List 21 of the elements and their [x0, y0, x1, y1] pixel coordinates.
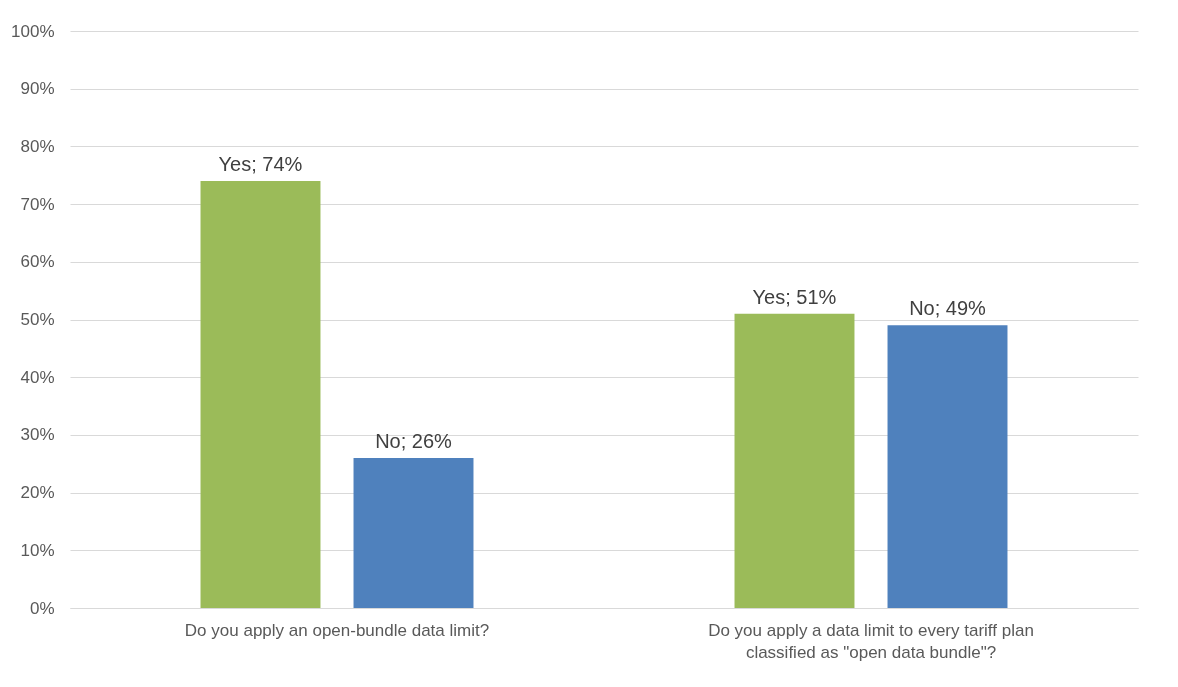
y-tick-label: 80% [20, 136, 55, 156]
y-tick-label: 60% [20, 252, 55, 272]
y-tick-label: 50% [20, 310, 55, 329]
data-label: No; 26% [375, 429, 453, 452]
y-tick-label: 0% [29, 598, 55, 618]
data-label: Yes; 51% [752, 285, 837, 308]
y-tick-label: 10% [20, 540, 55, 560]
y-tick-label: 20% [20, 483, 55, 503]
y-tick-label: 40% [20, 367, 55, 387]
bar [353, 457, 474, 608]
x-tick-label: Do you apply an open-bundle data limit? [184, 620, 490, 640]
y-tick-label: 100% [11, 21, 55, 41]
bar [887, 325, 1008, 608]
y-tick-label: 30% [20, 425, 55, 445]
x-tick-label: Do you apply a data limit to every tariff plan classified as "open data bundle"? [708, 620, 1034, 662]
data-label: Yes; 74% [218, 153, 303, 176]
y-tick-label: 90% [20, 79, 55, 99]
bar [200, 181, 321, 608]
bar [734, 313, 855, 608]
data-label: No; 49% [909, 297, 987, 320]
y-tick-label: 70% [20, 194, 55, 214]
